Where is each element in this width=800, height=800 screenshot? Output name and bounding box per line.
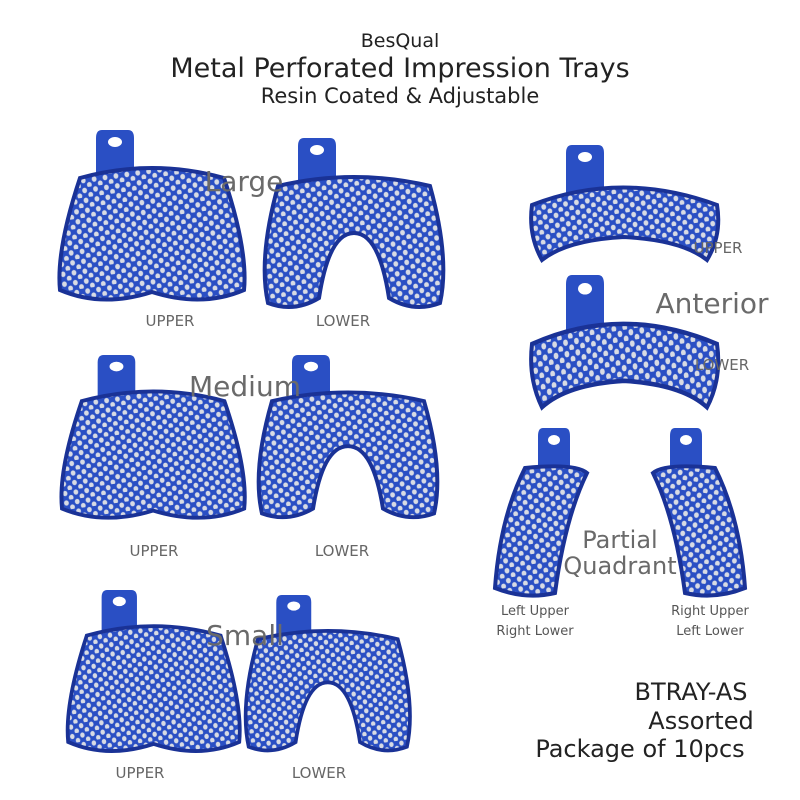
partial-left-label-1: Left Upper [501,604,569,619]
small-upper-tray [65,588,242,753]
anterior-upper-tray [529,143,721,262]
anterior-lower-label: LOWER [694,356,750,374]
partial-label-line2: Quadrant [563,552,677,580]
anterior-label: Anterior [655,287,769,320]
medium-lower-label: LOWER [314,542,370,560]
partial-left-label-2: Right Lower [496,624,574,639]
partial-right-label-1: Right Upper [671,604,749,619]
small-upper-label: UPPER [115,764,165,782]
package-info: Package of 10pcs [535,735,745,763]
page-title: Metal Perforated Impression Trays [170,53,630,84]
small-label: Small [206,619,284,652]
subtitle: Resin Coated & Adjustable [260,84,540,108]
large-label: Large [204,165,284,198]
medium-label: Medium [189,370,301,403]
large-lower-label: LOWER [315,312,371,330]
medium-upper-label: UPPER [129,542,179,560]
large-lower-tray [262,136,446,309]
product-code: BTRAY-AS [634,678,748,706]
anterior-upper-label: UPPER [693,239,743,257]
large-upper-label: UPPER [145,312,195,330]
large-upper-tray [57,128,247,302]
partial-right-label-2: Left Lower [676,624,744,639]
partial-label-line1: Partial [582,526,658,554]
brand-name: BesQual [360,30,440,52]
small-lower-label: LOWER [291,764,347,782]
product-name: Assorted [648,707,754,735]
